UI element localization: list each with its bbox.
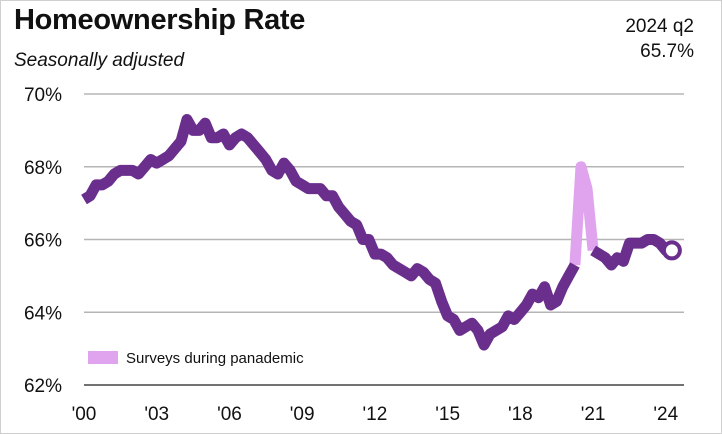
x-tick-label: '12 [363, 404, 388, 425]
series-line-main-before [81, 114, 580, 351]
y-tick-label: 64% [24, 303, 62, 324]
x-tick-label: '15 [435, 404, 460, 425]
latest-value: 65.7% [640, 41, 694, 62]
series-line-main-after [590, 234, 672, 271]
x-tick-label: '09 [290, 404, 315, 425]
x-tick-label: '21 [581, 404, 606, 425]
y-axis-tick-labels: 70% 68% 66% 64% 62% [24, 85, 62, 397]
x-tick-label: '03 [144, 404, 169, 425]
x-axis-tick-labels: '00 '03 '06 '09 '12 '15 '18 '21 '24 [72, 404, 679, 425]
chart-subtitle: Seasonally adjusted [14, 50, 185, 71]
chart-title: Homeownership Rate [14, 4, 306, 36]
legend-swatch-pandemic [88, 351, 118, 364]
y-tick-label: 66% [24, 231, 62, 252]
legend: Surveys during panademic [88, 350, 304, 367]
x-tick-label: '06 [217, 404, 242, 425]
latest-point-marker [661, 240, 682, 261]
latest-readout: 2024 q2 65.7% [625, 14, 694, 64]
series-line-pandemic [569, 161, 599, 266]
legend-label-pandemic: Surveys during panademic [126, 350, 304, 367]
gridlines [84, 93, 684, 386]
x-tick-label: '24 [653, 404, 678, 425]
latest-period: 2024 q2 [625, 16, 694, 37]
y-tick-label: 62% [24, 376, 62, 397]
x-tick-label: '00 [72, 404, 97, 425]
y-tick-label: 70% [24, 85, 62, 106]
series-lines [81, 114, 682, 351]
y-tick-label: 68% [24, 158, 62, 179]
x-tick-label: '18 [508, 404, 533, 425]
